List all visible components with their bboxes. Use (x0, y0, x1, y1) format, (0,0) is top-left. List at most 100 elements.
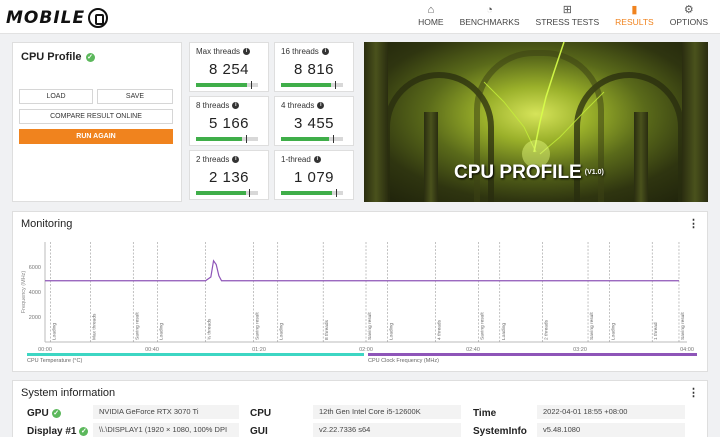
phase-marker-label: 1 thread (653, 322, 659, 340)
logo-text: MOBILE (6, 8, 86, 28)
sysinfo-value: 12th Gen Intel Core i5-12600K (313, 405, 461, 419)
score-label: 16 threads i (281, 47, 329, 56)
nav-benchmarks[interactable]: ◔ BENCHMARKS (458, 3, 522, 27)
series-line-cpu-clock-frequency (45, 259, 679, 282)
sysinfo-key-text: SystemInfo (473, 426, 527, 437)
score-label: 8 threads i (196, 101, 240, 110)
score-bar-marker (250, 81, 252, 89)
phase-marker-label: Loading (610, 323, 616, 340)
logo[interactable]: MOBILE (6, 6, 109, 30)
nav-label: BENCHMARKS (459, 17, 520, 27)
phase-marker-label: Loading (388, 323, 394, 340)
phase-marker-label: ¾ threads (207, 318, 213, 340)
nav-label: STRESS TESTS (535, 17, 600, 27)
sysinfo-value: v2.22.7336 s64 (313, 423, 461, 437)
hero-title-text: CPU PROFILE (454, 162, 582, 183)
score-tile[interactable]: 8 threads i 5 166 (189, 96, 269, 146)
score-label: 1-thread i (281, 155, 321, 164)
score-bar-fill (196, 191, 246, 195)
sysinfo-key: CPU (250, 408, 271, 419)
y-tick-label: 2000 (29, 315, 41, 321)
y-tick-label: 4000 (29, 290, 41, 296)
top-bar: MOBILE ⌂ HOME ◔ BENCHMARKS ⊞ STRESS TESTS ▮ RES… (0, 0, 720, 34)
score-tile[interactable]: 16 threads i 8 816 (274, 42, 354, 92)
monitoring-menu-icon[interactable]: ⋮ (688, 218, 699, 230)
home-icon: ⌂ (427, 4, 435, 16)
sysinfo-value: \\.\DISPLAY1 (1920 × 1080, 100% DPI (93, 423, 239, 437)
score-bar (196, 81, 258, 89)
info-icon[interactable]: i (317, 102, 325, 109)
info-icon[interactable]: i (313, 156, 321, 163)
check-icon: ✓ (85, 52, 95, 62)
gear-icon: ⚙ (683, 4, 694, 16)
cpu-profile-hero-image: CPU PROFILE (V1.0) (364, 42, 708, 202)
score-label-text: 8 threads (196, 101, 230, 110)
x-tick-label: 00:40 (145, 347, 159, 353)
sysinfo-value: NVIDIA GeForce RTX 3070 Ti (93, 405, 239, 419)
sysinfo-key-text: Display #1 (27, 426, 77, 437)
stopwatch-icon: ◔ (486, 4, 493, 16)
legend-bar-cpu-clock-frequency (368, 353, 697, 356)
x-tick-label: 01:20 (252, 347, 266, 353)
score-bar (196, 135, 258, 143)
score-label: 2 threads i (196, 155, 240, 164)
info-icon[interactable]: i (243, 48, 251, 55)
score-label: Max threads i (196, 47, 251, 56)
compare-result-online-button[interactable]: COMPARE RESULT ONLINE (19, 109, 173, 124)
score-bar (281, 189, 343, 197)
phase-marker-label: Saving result (589, 312, 595, 340)
score-bar (281, 135, 343, 143)
nav-label: RESULTS (615, 17, 654, 27)
score-bar-marker (245, 135, 247, 143)
score-tile[interactable]: 1-thread i 1 079 (274, 150, 354, 200)
phase-marker-label: Loading (158, 323, 164, 340)
nav-stress-tests[interactable]: ⊞ STRESS TESTS (534, 3, 602, 27)
sysinfo-key-text: GPU (27, 408, 49, 419)
cpu-profile-panel: CPU Profile ✓ LOAD SAVE COMPARE RESULT O… (12, 42, 182, 202)
score-label-text: 1-thread (281, 155, 311, 164)
score-tile[interactable]: Max threads i 8 254 (189, 42, 269, 92)
run-again-button[interactable]: RUN AGAIN (19, 129, 173, 144)
score-bar-marker (334, 81, 336, 89)
score-label-text: 4 threads (281, 101, 315, 110)
sysinfo-key-text: GUI (250, 426, 268, 437)
info-icon[interactable]: i (321, 48, 329, 55)
cpu-profile-title: CPU Profile ✓ (21, 51, 95, 63)
score-label-text: 2 threads (196, 155, 230, 164)
legend-bar-cpu-temperature (27, 353, 364, 356)
nav-results[interactable]: ▮ RESULTS (613, 3, 656, 27)
save-button[interactable]: SAVE (97, 89, 173, 104)
score-label-text: 16 threads (281, 47, 319, 56)
info-icon[interactable]: i (232, 156, 240, 163)
score-value: 3 455 (293, 115, 335, 132)
x-tick-label: 02:00 (359, 347, 373, 353)
system-information-title: System information (21, 387, 116, 399)
score-value: 2 136 (208, 169, 250, 186)
hero-version: (V1.0) (584, 169, 604, 177)
score-bar-fill (281, 137, 330, 141)
score-bar-marker (333, 135, 335, 143)
nav-home[interactable]: ⌂ HOME (416, 3, 446, 27)
main-nav: ⌂ HOME ◔ BENCHMARKS ⊞ STRESS TESTS ▮ RESULTS ⚙ OP… (416, 3, 710, 27)
phase-marker-label: Saving result (680, 312, 686, 340)
phase-marker-label: Saving result (479, 312, 485, 340)
score-tile[interactable]: 2 threads i 2 136 (189, 150, 269, 200)
nav-options[interactable]: ⚙ OPTIONS (668, 3, 710, 27)
score-tile[interactable]: 4 threads i 3 455 (274, 96, 354, 146)
check-icon: ✓ (51, 409, 61, 418)
system-information-menu-icon[interactable]: ⋮ (688, 387, 699, 399)
sysinfo-value: 2022-04-01 18:55 +08:00 (537, 405, 685, 419)
y-axis-label: Frequency (MHz) (21, 271, 27, 314)
phase-marker-label: Loading (51, 323, 57, 340)
sysinfo-value: v5.48.1080 (537, 423, 685, 437)
nav-label: HOME (418, 17, 444, 27)
info-icon[interactable]: i (232, 102, 240, 109)
sysinfo-key: GUI (250, 426, 268, 437)
score-bar-fill (281, 83, 331, 87)
stress-test-icon: ⊞ (562, 4, 572, 16)
score-value: 1 079 (293, 169, 335, 186)
legend-label-cpu-clock-frequency: CPU Clock Frequency (MHz) (368, 358, 439, 364)
monitoring-title: Monitoring (21, 218, 73, 230)
load-button[interactable]: LOAD (19, 89, 93, 104)
check-icon: ✓ (79, 427, 89, 436)
